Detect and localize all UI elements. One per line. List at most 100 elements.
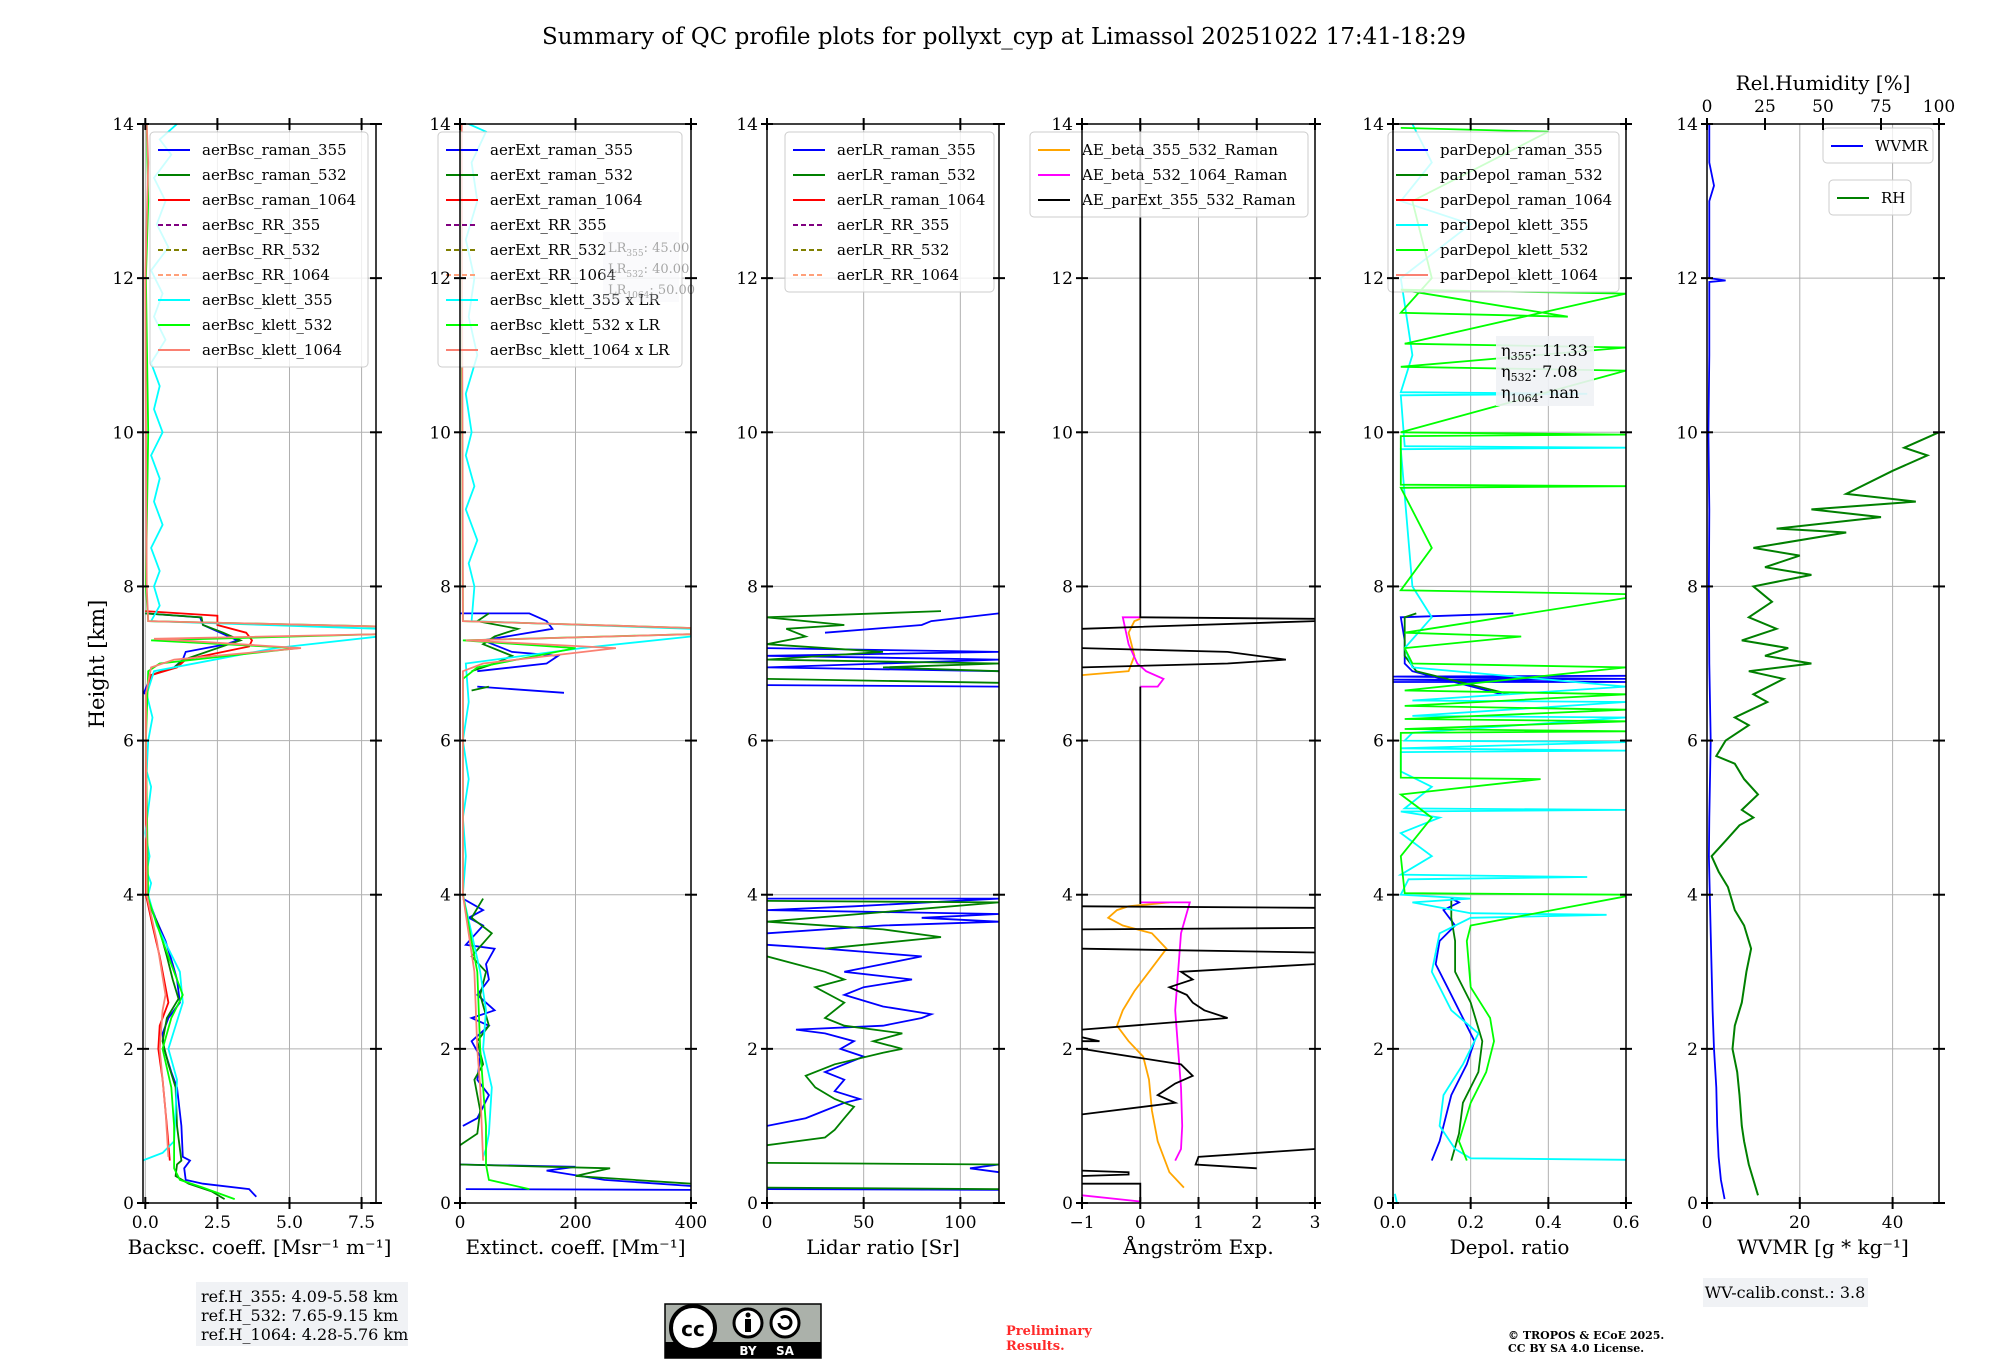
ref-height-355: ref.H_355: 4.09-5.58 km xyxy=(201,1287,398,1306)
lidar-ratio-box: LR355: 45.00 LR532: 40.00 LR1064: 50.00 xyxy=(603,232,695,302)
legend-label: aerBsc_klett_1064 x LR xyxy=(490,341,670,359)
figure-title: Summary of QC profile plots for pollyxt_… xyxy=(542,24,1466,50)
legend-label: parDepol_raman_532 xyxy=(1440,166,1603,184)
top-x-axis-label: Rel.Humidity [%] xyxy=(1736,71,1911,95)
ref-height-1064: ref.H_1064: 4.28-5.76 km xyxy=(201,1325,408,1344)
x-tick-label: 3 xyxy=(1310,1213,1321,1233)
x-tick-label: 0.2 xyxy=(1457,1213,1484,1233)
legend-label: aerLR_raman_1064 xyxy=(837,191,985,209)
y-tick-label: 2 xyxy=(1687,1040,1698,1060)
top-x-tick-label: 25 xyxy=(1754,97,1776,117)
legend-frame xyxy=(437,131,683,368)
y-tick-label: 4 xyxy=(1687,886,1698,906)
y-tick-label: 4 xyxy=(1062,886,1073,906)
y-tick-label: 12 xyxy=(1051,269,1073,289)
x-axis-label: Extinct. coeff. [Mm⁻¹] xyxy=(465,1235,685,1259)
y-tick-label: 8 xyxy=(1062,577,1073,597)
x-tick-label: 400 xyxy=(675,1213,707,1233)
legend-label: aerLR_RR_355 xyxy=(837,216,949,234)
legend-label: parDepol_raman_1064 xyxy=(1440,191,1612,209)
annotation-line: η532: 7.08 xyxy=(1501,362,1578,384)
y-tick-label: 14 xyxy=(1362,115,1384,135)
by-body xyxy=(745,1319,751,1332)
y-tick-label: 10 xyxy=(1051,423,1073,443)
y-axis-label: Height [km] xyxy=(85,600,109,729)
legend-frame xyxy=(1387,131,1620,293)
svg-text:SA: SA xyxy=(776,1344,795,1358)
panel-backscatter: aerBsc_raman_355 aerBsc_raman_532 aerBsc_r… xyxy=(112,115,391,1259)
y-tick-label: 14 xyxy=(429,115,451,135)
legend-label: aerExt_RR_355 xyxy=(490,216,607,234)
x-tick-label: 0 xyxy=(1702,1213,1713,1233)
legend-label: aerLR_RR_1064 xyxy=(837,266,959,284)
y-tick-label: 0 xyxy=(1062,1194,1073,1214)
x-tick-label: 5.0 xyxy=(276,1213,303,1233)
series-aerlr-raman-532 xyxy=(767,610,999,1190)
x-tick-label: 0 xyxy=(762,1213,773,1233)
legend-frame xyxy=(1029,131,1309,218)
legend-label: aerLR_raman_355 xyxy=(837,141,976,159)
annotation-bg xyxy=(603,232,679,302)
legend-label: aerBsc_raman_355 xyxy=(202,141,347,159)
y-tick-label: 8 xyxy=(440,577,451,597)
y-tick-label: 12 xyxy=(429,269,451,289)
legend: AE_beta_355_532_Raman AE_beta_532_1064_Ra… xyxy=(1029,131,1309,218)
y-tick-label: 8 xyxy=(1373,577,1384,597)
by-head xyxy=(745,1312,751,1318)
top-x-tick-label: 100 xyxy=(1923,97,1955,117)
legend-wvmr: WVMR xyxy=(1822,127,1934,164)
y-tick-label: 2 xyxy=(1062,1040,1073,1060)
x-axis-label: Ångström Exp. xyxy=(1122,1234,1273,1259)
y-tick-label: 4 xyxy=(123,886,134,906)
legend-rh: RH xyxy=(1828,179,1912,216)
y-tick-label: 12 xyxy=(736,269,758,289)
series-group xyxy=(1082,124,1315,1203)
x-tick-label: 2 xyxy=(1251,1213,1262,1233)
series-rh xyxy=(1710,431,1939,1196)
legend-label: parDepol_klett_532 xyxy=(1440,241,1589,259)
y-tick-label: 4 xyxy=(747,886,758,906)
panel-extinction: aerExt_raman_355 aerExt_raman_532 aerExt_r… xyxy=(429,115,707,1259)
legend-label: WVMR xyxy=(1875,137,1929,155)
legend-frame xyxy=(784,131,995,293)
y-tick-label: 8 xyxy=(123,577,134,597)
legend-label: aerBsc_RR_355 xyxy=(202,216,320,234)
x-tick-label: 0 xyxy=(455,1213,466,1233)
sa-icon xyxy=(769,1307,801,1339)
legend-label: parDepol_klett_1064 xyxy=(1440,266,1598,284)
x-tick-label: 200 xyxy=(559,1213,591,1233)
legend-label: aerBsc_raman_532 xyxy=(202,166,347,184)
axes-frame xyxy=(766,123,1000,1204)
legend: aerExt_raman_355 aerExt_raman_532 aerExt_r… xyxy=(437,131,683,368)
y-tick-label: 2 xyxy=(747,1040,758,1060)
y-tick-label: 0 xyxy=(440,1194,451,1214)
legend-label: aerBsc_klett_355 x LR xyxy=(490,291,661,309)
legend-label: AE_parExt_355_532_Raman xyxy=(1081,191,1296,209)
annotation-line: η355: 11.33 xyxy=(1501,341,1588,363)
y-tick-label: 6 xyxy=(123,732,134,752)
y-tick-label: 10 xyxy=(1362,423,1384,443)
x-tick-label: 20 xyxy=(1789,1213,1811,1233)
y-tick-label: 2 xyxy=(1373,1040,1384,1060)
copyright-line-2: CC BY SA 4.0 License. xyxy=(1508,1342,1644,1355)
legend-label: aerExt_raman_532 xyxy=(490,166,633,184)
legend-label: aerExt_raman_1064 xyxy=(490,191,643,209)
annotation-bg xyxy=(1496,336,1594,406)
legend: aerBsc_raman_355 aerBsc_raman_532 aerBsc_r… xyxy=(149,131,369,368)
y-tick-label: 6 xyxy=(747,732,758,752)
legend: aerLR_raman_355 aerLR_raman_532 aerLR_rama… xyxy=(784,131,995,293)
preliminary-line-1: Preliminary xyxy=(1006,1324,1092,1339)
legend: parDepol_raman_355 parDepol_raman_532 parD… xyxy=(1387,131,1620,293)
wv-calib-box: WV-calib.const.: 3.8 xyxy=(1703,1278,1868,1307)
reference-heights-box: ref.H_355: 4.09-5.58 km ref.H_532: 7.65-… xyxy=(196,1282,408,1346)
x-tick-label: 0.0 xyxy=(1379,1213,1406,1233)
legend-label: aerExt_RR_532 xyxy=(490,241,607,259)
legend-label: AE_beta_532_1064_Raman xyxy=(1081,166,1288,184)
panel-angstrom: AE_beta_355_532_Raman AE_beta_532_1064_Ra… xyxy=(1029,115,1321,1259)
series-aerext-raman-355 xyxy=(460,612,691,1191)
series-ae-parext-355-532-raman xyxy=(1082,124,1315,1202)
sa-arrow xyxy=(777,1315,793,1330)
legend-label: aerBsc_klett_532 xyxy=(202,316,333,334)
y-tick-label: 10 xyxy=(112,423,134,443)
y-tick-label: 12 xyxy=(112,269,134,289)
